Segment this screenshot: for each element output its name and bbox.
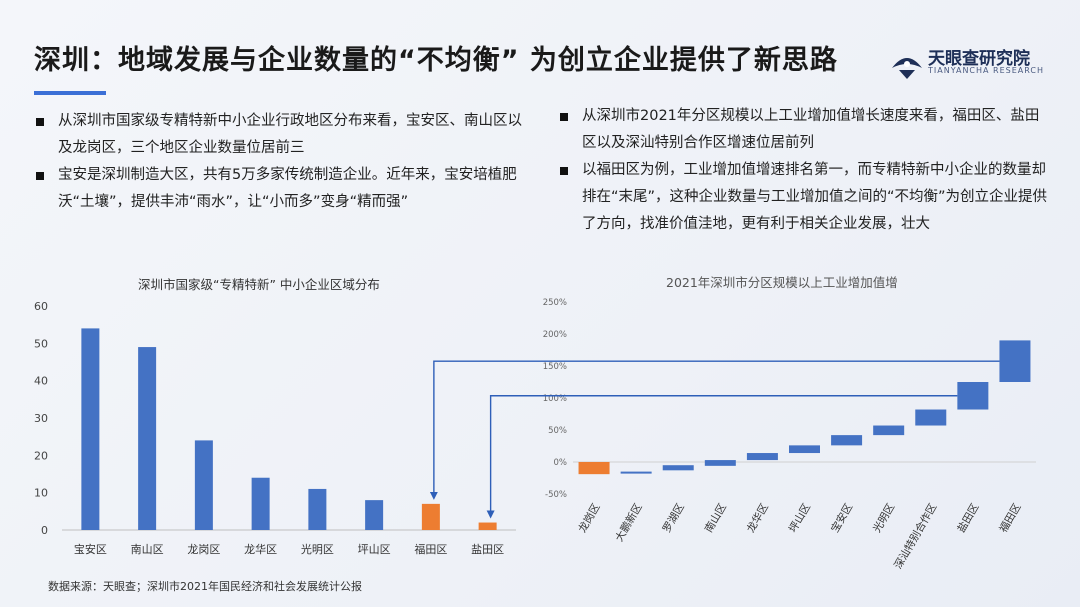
bar bbox=[308, 488, 327, 530]
bullet-text: 宝安是深圳制造大区，共有5万多家传统制造企业。近年来，宝安培植肥沃“土壤”，提供… bbox=[58, 167, 517, 210]
waterfall-bar bbox=[789, 445, 820, 454]
bullet-square-icon bbox=[36, 118, 44, 126]
bullet-text: 从深圳市国家级专精特新中小企业行政地区分布来看，宝安区、南山区以及龙岗区，三个地… bbox=[58, 113, 522, 156]
x-tick-label: 深汕特别合作区 bbox=[891, 501, 939, 571]
x-tick-label: 宝安区 bbox=[828, 501, 855, 535]
y-tick-label: 50% bbox=[548, 426, 567, 436]
y-tick-label: 250% bbox=[543, 298, 567, 308]
waterfall-bar bbox=[704, 460, 736, 466]
y-tick-label: 200% bbox=[543, 330, 567, 340]
x-tick-label: 龙华区 bbox=[244, 542, 277, 556]
x-tick-label: 福田区 bbox=[414, 542, 447, 556]
bullet-text: 以福田区为例，工业增加值增速排名第一，而专精特新中小企业的数量却排在“末尾”，这… bbox=[582, 162, 1048, 232]
y-tick-label: -50% bbox=[545, 490, 567, 500]
waterfall-chart-title: 2021年深圳市分区规模以上工业增加值增 bbox=[666, 275, 898, 290]
x-tick-label: 南山区 bbox=[702, 501, 729, 535]
bullet-item: 从深圳市2021年分区规模以上工业增加值增长速度来看，福田区、盐田区以及深汕特别… bbox=[558, 103, 1048, 157]
bullet-item: 以福田区为例，工业增加值增速排名第一，而专精特新中小企业的数量却排在“末尾”，这… bbox=[558, 157, 1048, 238]
y-tick-label: 10 bbox=[34, 487, 48, 500]
waterfall-bar bbox=[999, 340, 1031, 382]
y-tick-label: 30 bbox=[34, 412, 48, 425]
title-underline bbox=[34, 91, 106, 95]
bar-chart: 0 10 20 30 40 50 60 宝安区 南山区 龙岗区 龙华区 光明区 坪山区 福田区 盐田区 bbox=[34, 300, 516, 556]
x-tick-label: 宝安区 bbox=[74, 542, 107, 556]
waterfall-bar bbox=[957, 382, 989, 410]
logo-subtitle: TIANYANCHA RESEARCH bbox=[928, 66, 1045, 75]
x-tick-label: 南山区 bbox=[131, 543, 164, 556]
data-source-footer: 数据来源：天眼查；深圳市2021年国民经济和社会发展统计公报 bbox=[48, 580, 362, 593]
waterfall-bar bbox=[915, 409, 947, 426]
waterfall-bar bbox=[578, 462, 610, 475]
x-tick-label: 大鹏新区 bbox=[612, 501, 644, 544]
y-tick-label: 0% bbox=[554, 458, 568, 468]
bullet-square-icon bbox=[560, 113, 568, 121]
x-tick-label: 光明区 bbox=[870, 501, 897, 535]
y-tick-label: 150% bbox=[543, 362, 567, 372]
bullet-text: 从深圳市2021年分区规模以上工业增加值增长速度来看，福田区、盐田区以及深汕特别… bbox=[582, 108, 1040, 151]
logo: 天眼查研究院 TIANYANCHA RESEARCH bbox=[890, 44, 1050, 84]
bar bbox=[421, 503, 440, 530]
x-tick-label: 坪山区 bbox=[358, 543, 391, 556]
waterfall-bar bbox=[873, 425, 905, 436]
x-tick-label: 盐田区 bbox=[954, 501, 981, 535]
waterfall-bar bbox=[620, 471, 652, 474]
bar bbox=[365, 500, 384, 530]
bullet-item: 宝安是深圳制造大区，共有5万多家传统制造企业。近年来，宝安培植肥沃“土壤”，提供… bbox=[34, 162, 534, 216]
x-tick-label: 福田区 bbox=[997, 501, 1024, 535]
x-tick-label: 光明区 bbox=[301, 542, 334, 556]
x-tick-label: 盐田区 bbox=[471, 543, 504, 556]
connector-arrows bbox=[429, 360, 1000, 519]
bar bbox=[194, 440, 213, 530]
page-title: 深圳：地域发展与企业数量的“不均衡” 为创立企业提供了新思路 bbox=[34, 45, 838, 76]
waterfall-bar bbox=[746, 453, 778, 461]
x-tick-label: 龙岗区 bbox=[187, 543, 220, 556]
waterfall-chart: -50% 0% 50% 100% 150% 200% 250% 龙岗区 大鹏新区 罗湖区 南山区 龙华… bbox=[543, 298, 1036, 571]
bullet-item: 从深圳市国家级专精特新中小企业行政地区分布来看，宝安区、南山区以及龙岗区，三个地… bbox=[34, 108, 534, 162]
bar bbox=[478, 522, 497, 530]
x-tick-label: 龙岗区 bbox=[576, 501, 603, 535]
logo-name: 天眼查研究院 bbox=[928, 49, 1030, 69]
y-tick-label: 0 bbox=[41, 524, 48, 537]
connector-arrow-futian bbox=[429, 360, 1000, 500]
bullet-square-icon bbox=[36, 172, 44, 180]
left-bullet-list: 从深圳市国家级专精特新中小企业行政地区分布来看，宝安区、南山区以及龙岗区，三个地… bbox=[34, 108, 534, 216]
bar bbox=[251, 477, 270, 530]
tianyancha-logo-icon bbox=[892, 58, 922, 79]
bar bbox=[81, 328, 100, 530]
x-tick-label: 罗湖区 bbox=[661, 502, 687, 535]
connector-arrow-yantian bbox=[486, 395, 958, 519]
bullet-square-icon bbox=[560, 167, 568, 175]
bar bbox=[138, 347, 157, 530]
waterfall-bar bbox=[662, 465, 694, 471]
y-tick-label: 60 bbox=[34, 300, 48, 313]
y-tick-label: 40 bbox=[34, 375, 48, 388]
bar-chart-title: 深圳市国家级“专精特新” 中小企业区域分布 bbox=[138, 277, 380, 292]
waterfall-bar bbox=[831, 435, 863, 446]
x-tick-label: 龙华区 bbox=[744, 501, 771, 535]
y-tick-label: 50 bbox=[34, 337, 48, 350]
y-tick-label: 100% bbox=[543, 394, 567, 404]
y-tick-label: 20 bbox=[34, 449, 48, 462]
right-bullet-list: 从深圳市2021年分区规模以上工业增加值增长速度来看，福田区、盐田区以及深汕特别… bbox=[558, 103, 1048, 238]
x-tick-label: 坪山区 bbox=[786, 501, 813, 535]
